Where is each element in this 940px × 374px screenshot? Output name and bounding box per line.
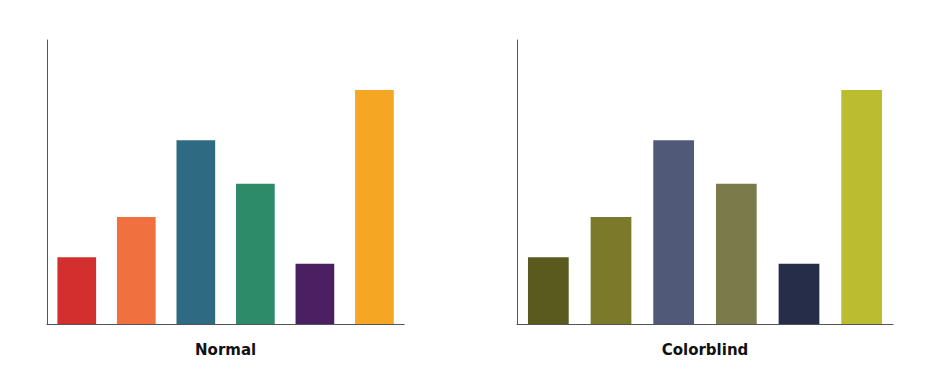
svg-text:Colorblind: Colorblind [662, 341, 749, 359]
svg-text:Normal: Normal [195, 341, 256, 359]
